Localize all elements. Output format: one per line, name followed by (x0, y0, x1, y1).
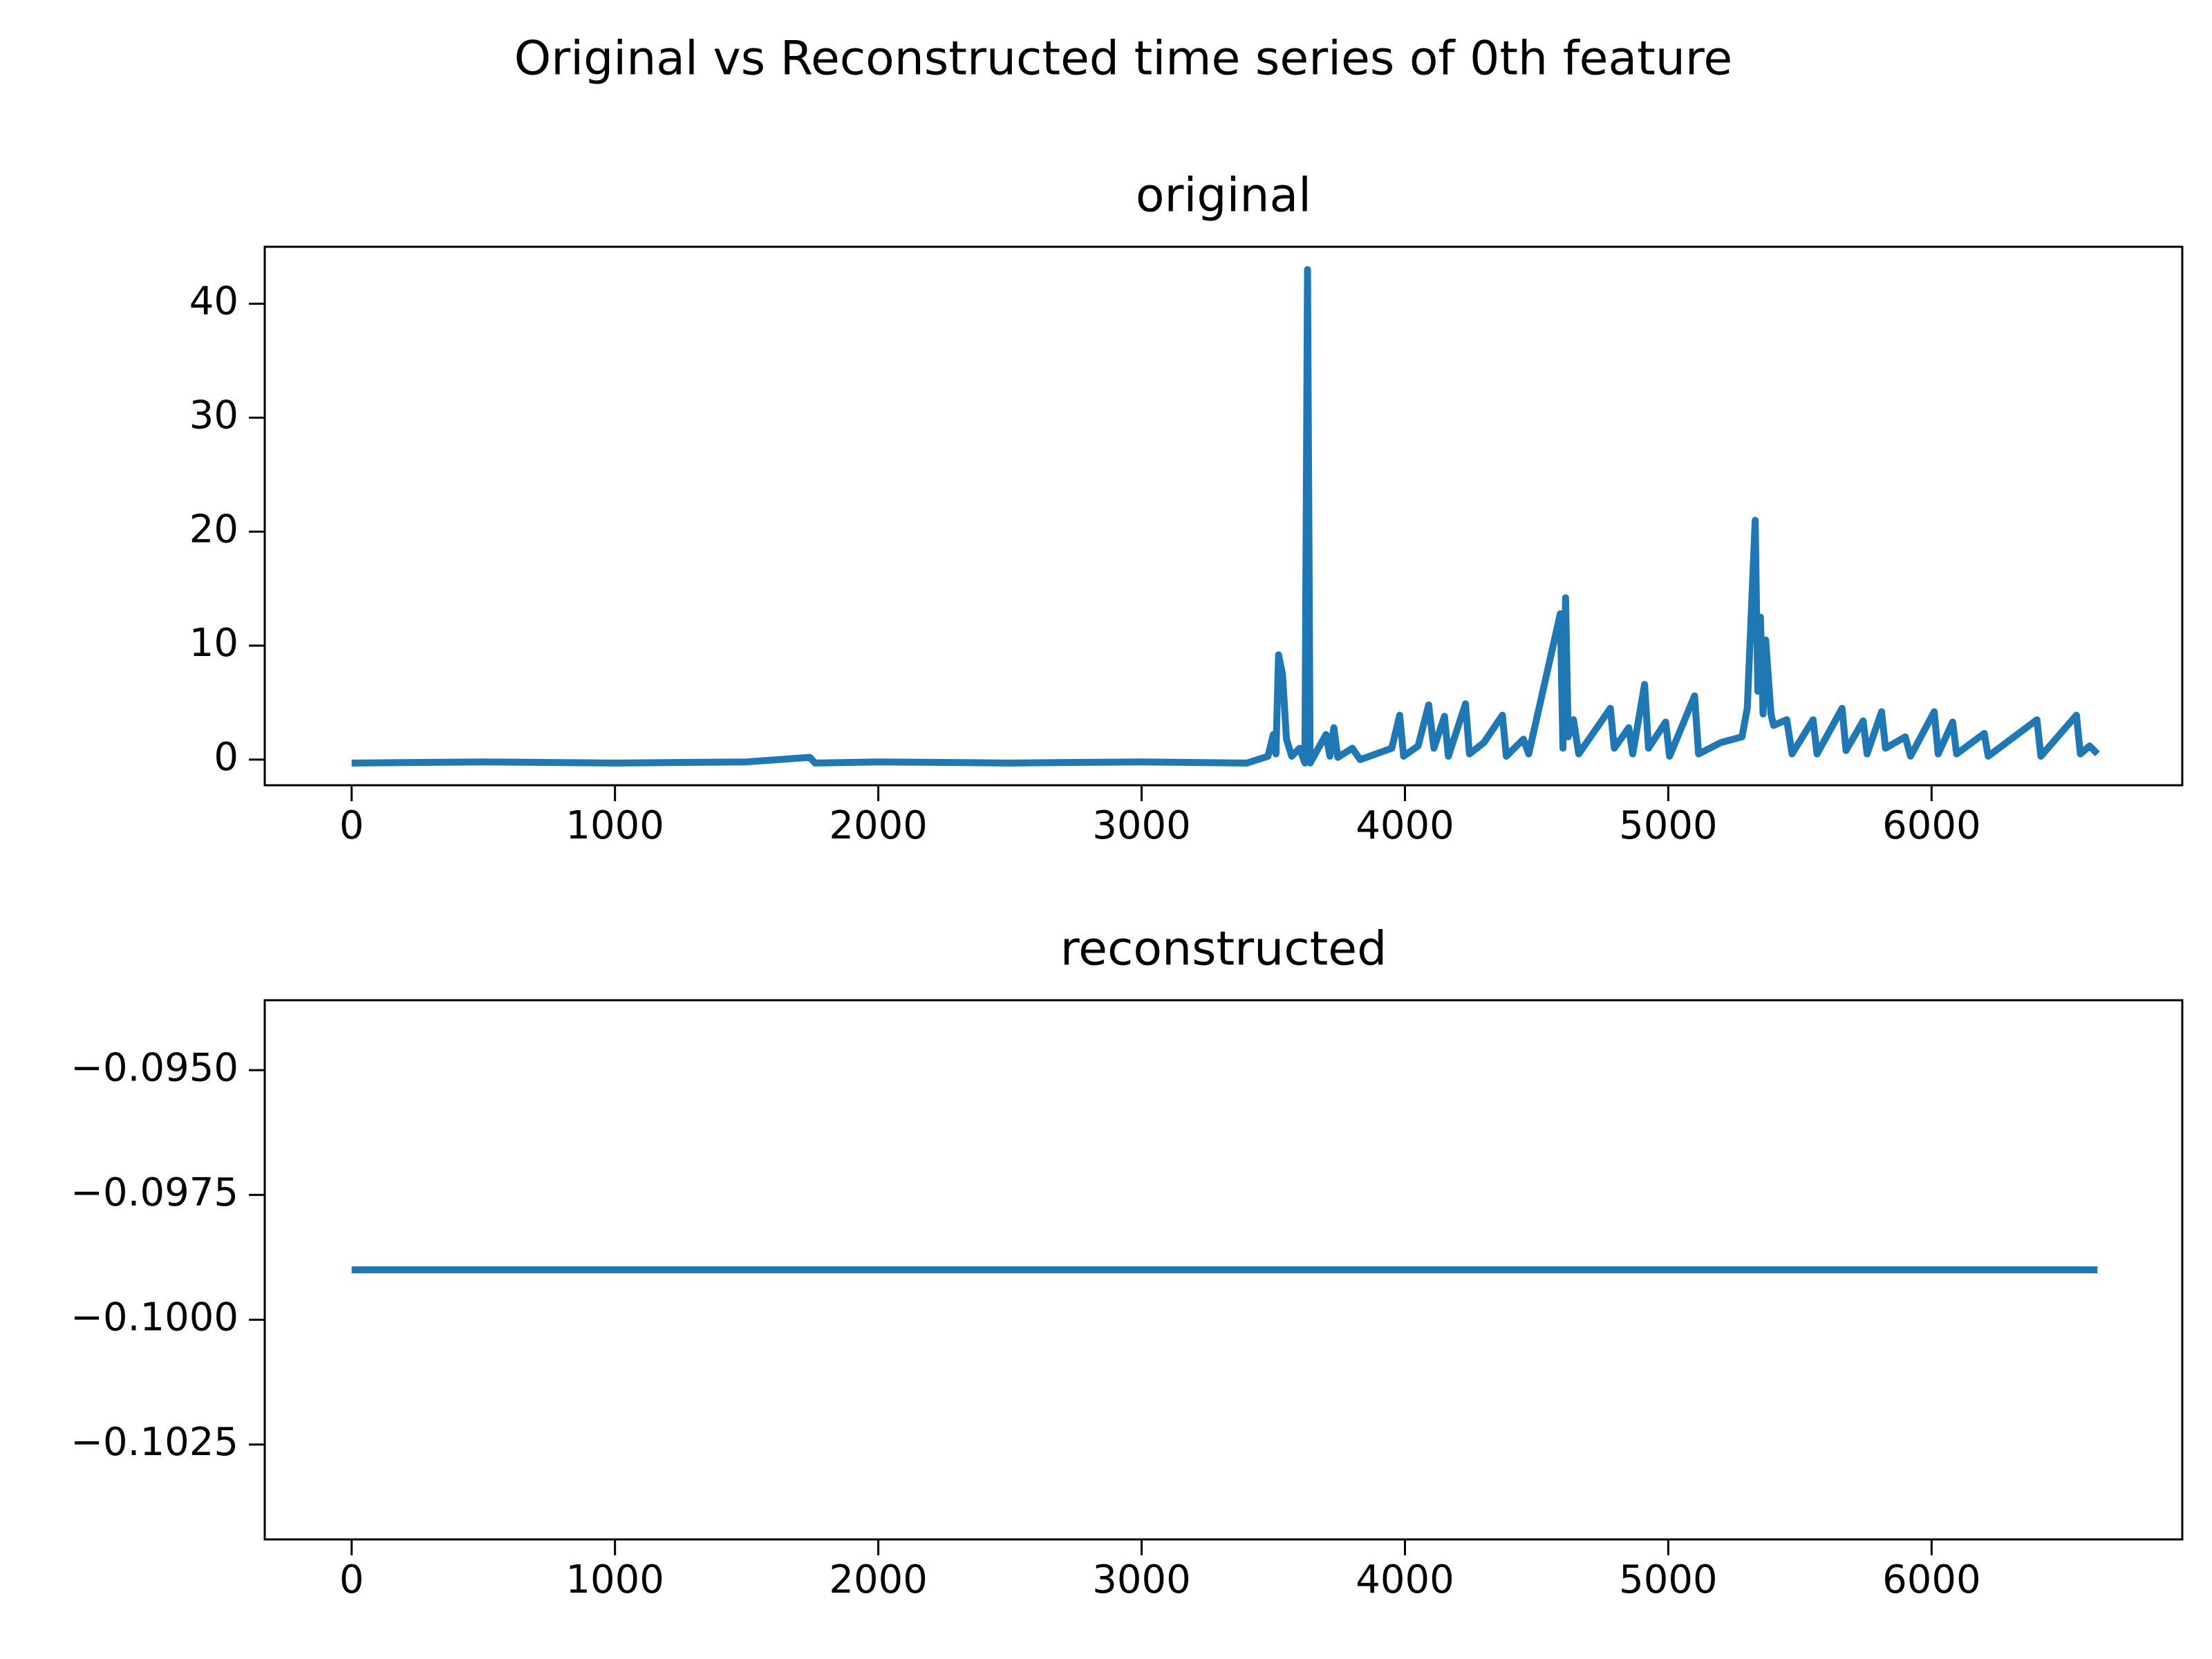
x-tick-label: 1000 (565, 1557, 664, 1602)
axes-frame (263, 245, 2184, 787)
y-tick-label: −0.1000 (71, 1295, 238, 1340)
x-tick-label: 2000 (829, 1557, 928, 1602)
x-tick-label: 3000 (1092, 803, 1191, 848)
y-tick-label: 10 (189, 621, 238, 666)
x-tick-label: 1000 (565, 803, 664, 848)
x-tick-label: 0 (339, 1557, 364, 1602)
series-line (351, 265, 2100, 767)
y-tick-label: 30 (189, 393, 238, 438)
x-tick-label: 4000 (1356, 803, 1454, 848)
axes-frame (263, 999, 2184, 1541)
x-tick-label: 6000 (1882, 803, 1981, 848)
subplot-title: original (1136, 169, 1311, 223)
x-tick-label: 4000 (1356, 1557, 1454, 1602)
y-tick-label: −0.1025 (71, 1420, 238, 1465)
y-tick-label: 40 (189, 279, 238, 324)
x-tick-label: 3000 (1092, 1557, 1191, 1602)
subplot-title: reconstructed (1060, 922, 1387, 977)
x-tick-label: 0 (339, 803, 364, 848)
x-tick-label: 6000 (1882, 1557, 1981, 1602)
y-tick-label: −0.0950 (71, 1045, 238, 1090)
x-tick-label: 2000 (829, 803, 928, 848)
x-tick-label: 5000 (1619, 803, 1718, 848)
y-tick-label: 20 (189, 507, 238, 552)
y-tick-label: −0.0975 (71, 1170, 238, 1215)
figure-title: Original vs Reconstructed time series of… (514, 32, 1732, 86)
y-tick-label: 0 (214, 735, 238, 780)
x-tick-label: 5000 (1619, 1557, 1718, 1602)
